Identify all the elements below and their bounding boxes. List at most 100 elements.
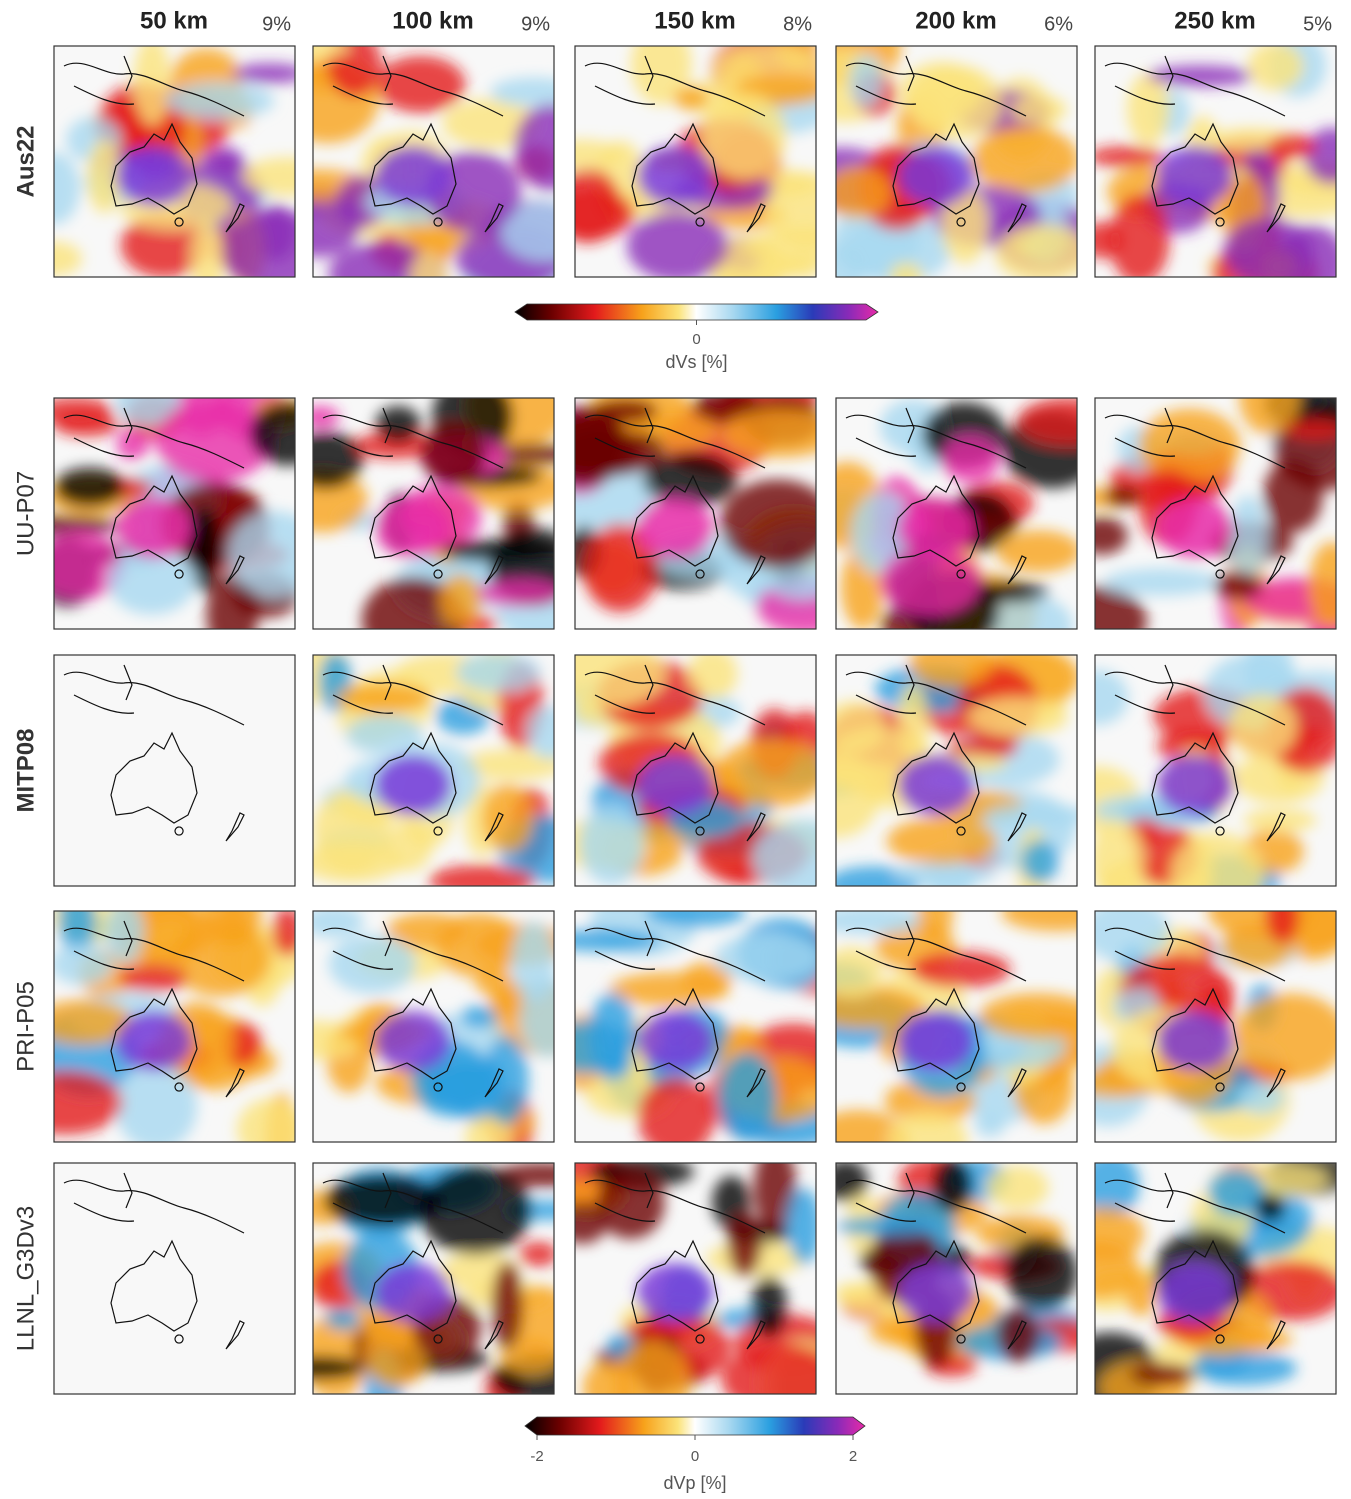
map-panel xyxy=(258,31,590,312)
map-background xyxy=(54,655,295,886)
anomaly xyxy=(134,37,171,127)
anomaly xyxy=(995,224,1090,282)
anomaly xyxy=(115,1064,197,1150)
anomaly xyxy=(547,189,635,239)
anomaly xyxy=(483,784,534,852)
anomaly xyxy=(492,1262,523,1351)
anomaly xyxy=(301,406,340,428)
anomaly xyxy=(456,653,541,693)
anomaly xyxy=(59,886,96,953)
map-background xyxy=(54,1163,295,1394)
anomaly xyxy=(520,978,576,1058)
map-panel xyxy=(541,638,861,897)
anomaly xyxy=(728,1213,762,1276)
colorbar: 0dVs [%] xyxy=(515,304,878,372)
anomaly xyxy=(557,1202,607,1244)
anomaly xyxy=(171,920,272,997)
anomaly xyxy=(643,452,738,506)
map-panel xyxy=(537,1143,847,1428)
anomaly xyxy=(967,697,1068,736)
anomaly xyxy=(997,1308,1040,1362)
anomaly xyxy=(627,211,728,282)
anomaly xyxy=(715,933,823,982)
anomaly xyxy=(375,406,420,443)
anomaly xyxy=(751,1275,787,1337)
anomaly xyxy=(490,77,578,106)
anomaly xyxy=(1266,890,1299,944)
anomaly xyxy=(721,1344,839,1414)
anomaly xyxy=(1148,65,1253,86)
anomaly xyxy=(984,803,1091,827)
anomaly xyxy=(1248,42,1304,90)
anomaly xyxy=(614,1341,689,1428)
depth-label: 250 km xyxy=(1174,7,1255,34)
anomaly xyxy=(1125,1273,1156,1317)
anomaly xyxy=(988,596,1073,657)
map-panel xyxy=(792,639,1091,904)
anomaly xyxy=(1130,1364,1194,1386)
anomaly xyxy=(228,511,323,597)
anomaly xyxy=(106,899,144,964)
row-label: MITP08 xyxy=(12,728,39,812)
figure: 50 km9%100 km9%150 km8%200 km6%250 km5%A… xyxy=(0,0,1351,1499)
anomaly xyxy=(1104,568,1219,595)
anomaly xyxy=(1214,572,1262,600)
row-label: Aus22 xyxy=(12,125,39,197)
map-panel xyxy=(8,885,308,1177)
map-panel xyxy=(539,888,857,1157)
anomaly xyxy=(192,218,224,301)
anomaly xyxy=(720,479,835,567)
map-panel xyxy=(541,374,856,635)
anomaly xyxy=(889,262,922,289)
anomaly xyxy=(299,842,402,883)
anomaly xyxy=(688,648,737,700)
anomaly xyxy=(328,935,415,994)
anomaly xyxy=(941,437,1000,483)
anomaly xyxy=(1077,517,1128,555)
anomaly xyxy=(1088,146,1164,167)
map-panel xyxy=(54,655,295,886)
anomaly xyxy=(1090,820,1145,902)
anomaly xyxy=(210,147,243,175)
anomaly xyxy=(1223,218,1313,286)
depth-label: 200 km xyxy=(915,7,996,34)
anomaly xyxy=(975,1115,1005,1137)
map-panel xyxy=(272,905,607,1165)
colorbar-tick-label: -2 xyxy=(530,1448,543,1465)
anomaly xyxy=(1229,496,1266,581)
map-panel xyxy=(5,363,326,658)
anomaly xyxy=(544,929,661,951)
map-panel xyxy=(277,366,598,664)
anomaly xyxy=(335,683,431,713)
anomaly xyxy=(1233,993,1348,1080)
colorbar-tick-label: 0 xyxy=(692,331,700,348)
anomaly xyxy=(1104,486,1141,507)
map-panel xyxy=(802,884,1113,1170)
anomaly xyxy=(475,969,515,996)
anomaly xyxy=(986,1166,1048,1210)
anomaly xyxy=(461,1006,497,1028)
anomaly xyxy=(439,574,481,626)
scale-label: 9% xyxy=(262,13,291,35)
anomaly xyxy=(821,947,884,999)
colorbar-label: dVp [%] xyxy=(663,1473,726,1493)
map-panel xyxy=(26,37,333,301)
anomaly xyxy=(410,251,447,300)
anomaly xyxy=(1243,809,1316,833)
anomaly xyxy=(54,467,124,506)
anomaly xyxy=(996,530,1081,572)
map-panel xyxy=(542,22,860,297)
anomaly xyxy=(477,579,563,607)
anomaly xyxy=(288,431,363,489)
anomaly xyxy=(646,899,746,926)
anomaly xyxy=(442,539,558,562)
anomaly xyxy=(592,399,657,423)
anomaly xyxy=(119,964,187,993)
anomaly xyxy=(887,817,997,865)
scale-label: 5% xyxy=(1303,13,1332,35)
anomaly xyxy=(911,952,1011,988)
scale-label: 6% xyxy=(1044,13,1073,35)
depth-label: 50 km xyxy=(140,7,208,34)
colorbar-body xyxy=(515,304,878,320)
